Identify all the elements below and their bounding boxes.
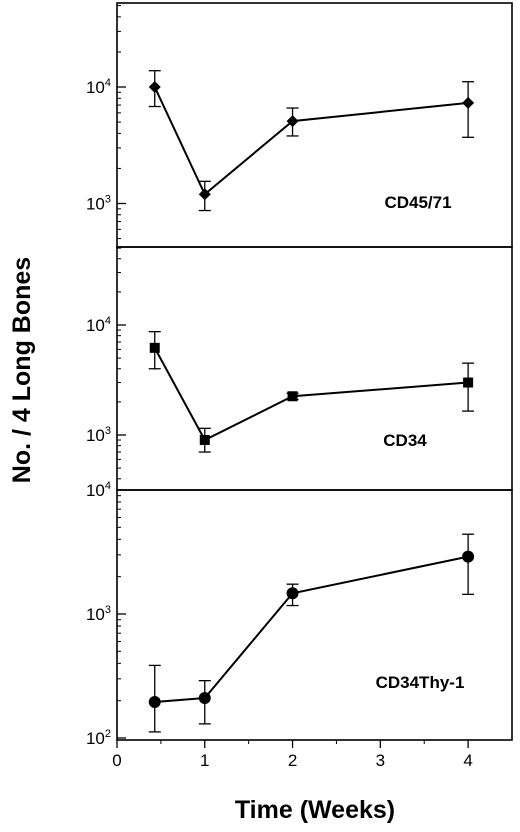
y-tick-label: 103: [86, 425, 111, 445]
circle-marker-1: [198, 692, 211, 705]
panel-label: CD34: [383, 431, 427, 450]
series-line: [153, 347, 469, 442]
x-axis: 0 1 2 3 4: [112, 740, 473, 770]
square-marker-1: [199, 435, 210, 446]
panel-3: 104 103 102 CD34Thy-1: [86, 480, 513, 748]
x-tick-label: 3: [376, 751, 385, 770]
series-line: [153, 86, 469, 196]
diamond-marker-0: [148, 81, 161, 93]
y-tick-label: 104: [86, 315, 111, 335]
circle-marker-0: [148, 696, 161, 709]
panel-1: 104 103 CD45/71: [86, 2, 513, 248]
square-marker-2: [287, 391, 298, 402]
x-tick-label: 2: [288, 751, 297, 770]
y-axis-title: No. / 4 Long Bones: [8, 257, 36, 483]
y-tick-label: 103: [86, 604, 111, 624]
x-tick-label: 0: [112, 751, 121, 770]
panels: 104 103 CD45/71 104 103 CD34 104 103 102 CD34Thy-…: [86, 2, 513, 748]
panel-frame: [116, 489, 513, 741]
series-line: [154, 555, 469, 704]
circle-marker-2: [286, 587, 299, 600]
x-axis-title: Time (Weeks): [235, 796, 395, 824]
y-tick-label: 104: [86, 77, 111, 97]
diamond-marker-2: [286, 115, 299, 128]
panel-2: 104 103 CD34: [86, 246, 513, 491]
circle-marker-3: [462, 550, 475, 563]
y-tick-label: 102: [86, 728, 111, 748]
panel-frame: [116, 2, 513, 248]
square-marker-3: [463, 377, 474, 388]
y-tick-label: 104: [86, 480, 111, 500]
panel-label: CD45/71: [384, 193, 451, 212]
y-tick-label: 103: [86, 194, 111, 214]
panel-label: CD34Thy-1: [376, 673, 465, 692]
diamond-marker-1: [198, 188, 211, 201]
x-tick-label: 1: [200, 751, 209, 770]
square-marker-0: [149, 342, 160, 353]
panel-frame: [116, 246, 513, 491]
x-tick-label: 4: [463, 751, 472, 770]
diamond-marker-3: [462, 96, 475, 109]
